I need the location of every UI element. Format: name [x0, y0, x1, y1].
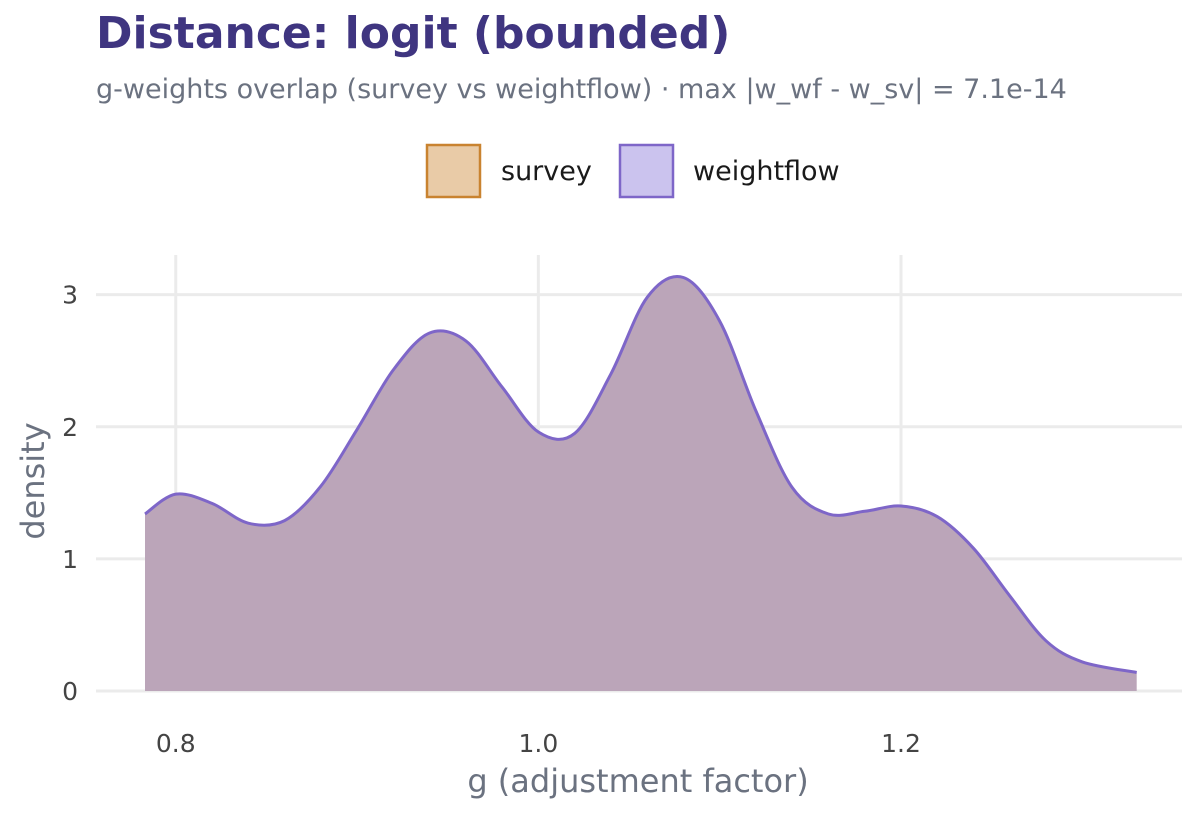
chart-subtitle: g-weights overlap (survey vs weightflow)…	[96, 74, 1067, 105]
legend-label-weightflow: weightflow	[693, 156, 840, 187]
x-tick-label-1: 1.0	[518, 729, 558, 758]
legend-label-survey: survey	[501, 156, 592, 187]
density-line-weightflow	[144, 275, 1137, 674]
legend-swatch-survey	[425, 143, 482, 199]
y-tick-label-2: 2	[62, 413, 78, 442]
y-tick-label-0: 0	[62, 677, 78, 706]
y-axis-label: density	[14, 422, 52, 539]
x-tick-labels: 0.8 1.0 1.2	[156, 729, 921, 758]
y-tick-label-3: 3	[62, 281, 78, 310]
y-tick-labels: 0 1 2 3	[62, 281, 78, 706]
chart-title: Distance: logit (bounded)	[96, 8, 731, 59]
x-axis-label: g (adjustment factor)	[467, 762, 808, 800]
x-tick-label-0: 0.8	[156, 729, 196, 758]
legend: survey weightflow	[425, 143, 840, 199]
legend-swatch-weightflow	[618, 143, 675, 199]
density-area-overlap	[145, 276, 1137, 691]
y-tick-label-1: 1	[62, 545, 78, 574]
density-areas	[144, 275, 1137, 691]
x-tick-label-2: 1.2	[881, 729, 921, 758]
